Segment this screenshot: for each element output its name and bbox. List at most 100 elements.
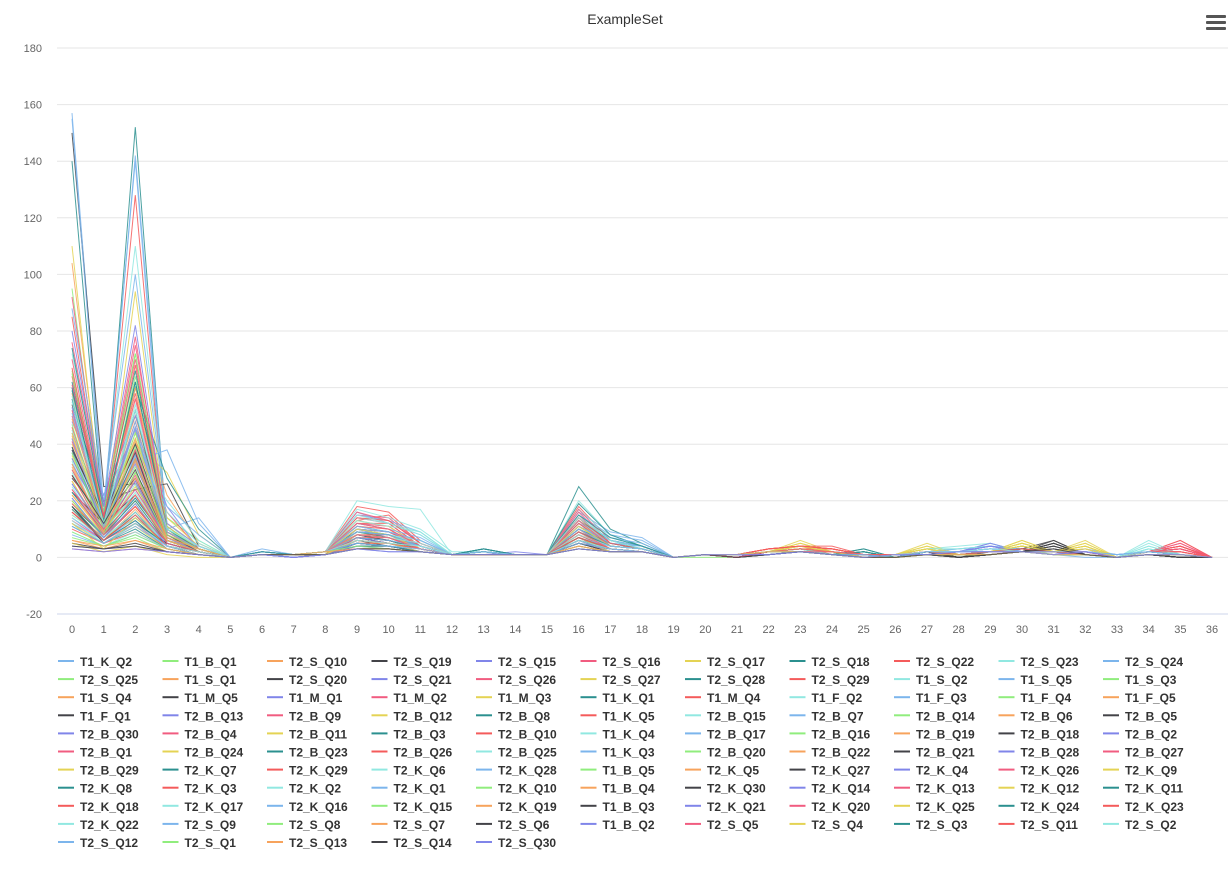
legend-item[interactable]: T2_B_Q1 [58,746,132,760]
legend-item[interactable]: T2_B_Q14 [894,709,975,723]
legend-item[interactable]: T2_B_Q7 [789,709,864,723]
legend-item[interactable]: T1_K_Q4 [580,727,655,741]
legend-item[interactable]: T2_K_Q10 [476,782,557,796]
legend-item[interactable]: T2_S_Q6 [476,818,550,832]
legend-item[interactable]: T2_S_Q26 [476,673,556,687]
legend-item[interactable]: T2_B_Q23 [267,746,348,760]
legend-item[interactable]: T2_S_Q20 [267,673,347,687]
legend-item[interactable]: T1_F_Q1 [58,709,131,723]
legend-item[interactable]: T1_B_Q5 [580,764,655,778]
legend-item[interactable]: T1_F_Q4 [998,691,1072,705]
legend-item[interactable]: T1_S_Q3 [1103,673,1177,687]
legend-item[interactable]: T1_S_Q2 [894,673,968,687]
legend-item[interactable]: T1_S_Q4 [58,691,132,705]
legend-item[interactable]: T2_B_Q19 [894,727,975,741]
legend-item[interactable]: T2_S_Q30 [476,836,556,850]
legend-item[interactable]: T2_S_Q2 [1103,818,1177,832]
legend-item[interactable]: T2_B_Q30 [58,727,139,741]
legend-item[interactable]: T2_S_Q1 [162,836,237,850]
legend-item[interactable]: T2_B_Q15 [685,709,766,723]
legend-item[interactable]: T2_K_Q6 [371,764,446,778]
legend-item[interactable]: T1_K_Q5 [580,709,655,723]
legend-item[interactable]: T2_S_Q7 [371,818,446,832]
legend-item[interactable]: T2_K_Q8 [58,782,132,796]
legend-item[interactable]: T2_B_Q8 [476,709,550,723]
legend-item[interactable]: T2_K_Q7 [162,764,237,778]
legend-item[interactable]: T2_K_Q30 [685,782,766,796]
legend-item[interactable]: T2_S_Q23 [998,655,1079,669]
legend-item[interactable]: T2_S_Q5 [685,818,759,832]
hamburger-menu-icon[interactable] [1206,15,1226,33]
legend-item[interactable]: T1_F_Q2 [789,691,863,705]
legend-item[interactable]: T1_S_Q5 [998,673,1073,687]
legend-item[interactable]: T2_S_Q27 [580,673,661,687]
legend-item[interactable]: T2_B_Q22 [789,746,871,760]
legend-item[interactable]: T2_K_Q29 [267,764,348,778]
legend-item[interactable]: T2_K_Q20 [789,800,871,814]
legend-item[interactable]: T1_K_Q1 [580,691,655,705]
legend-item[interactable]: T2_B_Q27 [1103,746,1184,760]
legend-item[interactable]: T2_K_Q4 [894,764,968,778]
legend-item[interactable]: T2_K_Q27 [789,764,871,778]
legend-item[interactable]: T2_S_Q21 [371,673,452,687]
legend-item[interactable]: T2_B_Q16 [789,727,871,741]
legend-item[interactable]: T2_B_Q11 [267,727,347,741]
legend-item[interactable]: T1_B_Q3 [580,800,655,814]
legend-item[interactable]: T2_S_Q14 [371,836,452,850]
legend-item[interactable]: T2_K_Q16 [267,800,348,814]
legend-item[interactable]: T2_B_Q20 [685,746,766,760]
legend-item[interactable]: T2_K_Q2 [267,782,341,796]
legend-item[interactable]: T2_K_Q12 [998,782,1080,796]
legend-item[interactable]: T1_M_Q4 [685,691,761,705]
legend-item[interactable]: T2_K_Q24 [998,800,1080,814]
legend-item[interactable]: T1_B_Q1 [162,655,237,669]
legend-item[interactable]: T2_K_Q15 [371,800,453,814]
legend-item[interactable]: T2_S_Q22 [894,655,974,669]
legend-item[interactable]: T2_B_Q5 [1103,709,1177,723]
legend-item[interactable]: T2_K_Q1 [371,782,446,796]
legend-item[interactable]: T2_S_Q18 [789,655,870,669]
legend-item[interactable]: T2_S_Q11 [998,818,1079,832]
legend-item[interactable]: T2_B_Q25 [476,746,557,760]
legend-item[interactable]: T2_B_Q21 [894,746,975,760]
legend-item[interactable]: T2_B_Q17 [685,727,766,741]
legend-item[interactable]: T2_S_Q28 [685,673,765,687]
legend-item[interactable]: T2_K_Q26 [998,764,1080,778]
legend-item[interactable]: T2_B_Q29 [58,764,139,778]
legend-item[interactable]: T2_S_Q10 [267,655,347,669]
legend-item[interactable]: T1_M_Q2 [371,691,448,705]
legend-item[interactable]: T1_F_Q3 [894,691,967,705]
legend-item[interactable]: T2_S_Q13 [267,836,347,850]
legend-item[interactable]: T2_K_Q13 [894,782,975,796]
legend-item[interactable]: T2_B_Q28 [998,746,1080,760]
legend-item[interactable]: T1_M_Q3 [476,691,552,705]
legend-item[interactable]: T2_B_Q3 [371,727,446,741]
legend-item[interactable]: T2_K_Q28 [476,764,557,778]
legend-item[interactable]: T2_S_Q3 [894,818,968,832]
legend-item[interactable]: T1_S_Q1 [162,673,237,687]
legend-item[interactable]: T2_B_Q2 [1103,727,1177,741]
legend-item[interactable]: T2_B_Q24 [162,746,244,760]
legend-item[interactable]: T1_M_Q1 [267,691,343,705]
legend-item[interactable]: T2_K_Q5 [685,764,759,778]
legend-item[interactable]: T2_K_Q23 [1103,800,1184,814]
legend-item[interactable]: T2_K_Q3 [162,782,237,796]
legend-item[interactable]: T2_S_Q12 [58,836,138,850]
legend-item[interactable]: T2_B_Q4 [162,727,237,741]
legend-item[interactable]: T2_B_Q10 [476,727,557,741]
legend-item[interactable]: T2_B_Q26 [371,746,453,760]
legend-item[interactable]: T2_K_Q19 [476,800,557,814]
legend-item[interactable]: T2_K_Q25 [894,800,975,814]
legend-item[interactable]: T1_F_Q5 [1103,691,1176,705]
legend-item[interactable]: T1_M_Q5 [162,691,239,705]
legend-item[interactable]: T2_S_Q29 [789,673,870,687]
legend-item[interactable]: T2_S_Q8 [267,818,341,832]
legend-item[interactable]: T2_B_Q13 [162,709,244,723]
legend-item[interactable]: T2_S_Q19 [371,655,452,669]
legend-item[interactable]: T2_B_Q12 [371,709,453,723]
legend-item[interactable]: T2_K_Q18 [58,800,139,814]
legend-item[interactable]: T2_K_Q17 [162,800,244,814]
legend-item[interactable]: T2_S_Q25 [58,673,138,687]
legend-item[interactable]: T1_B_Q2 [580,818,655,832]
legend-item[interactable]: T2_S_Q16 [580,655,661,669]
